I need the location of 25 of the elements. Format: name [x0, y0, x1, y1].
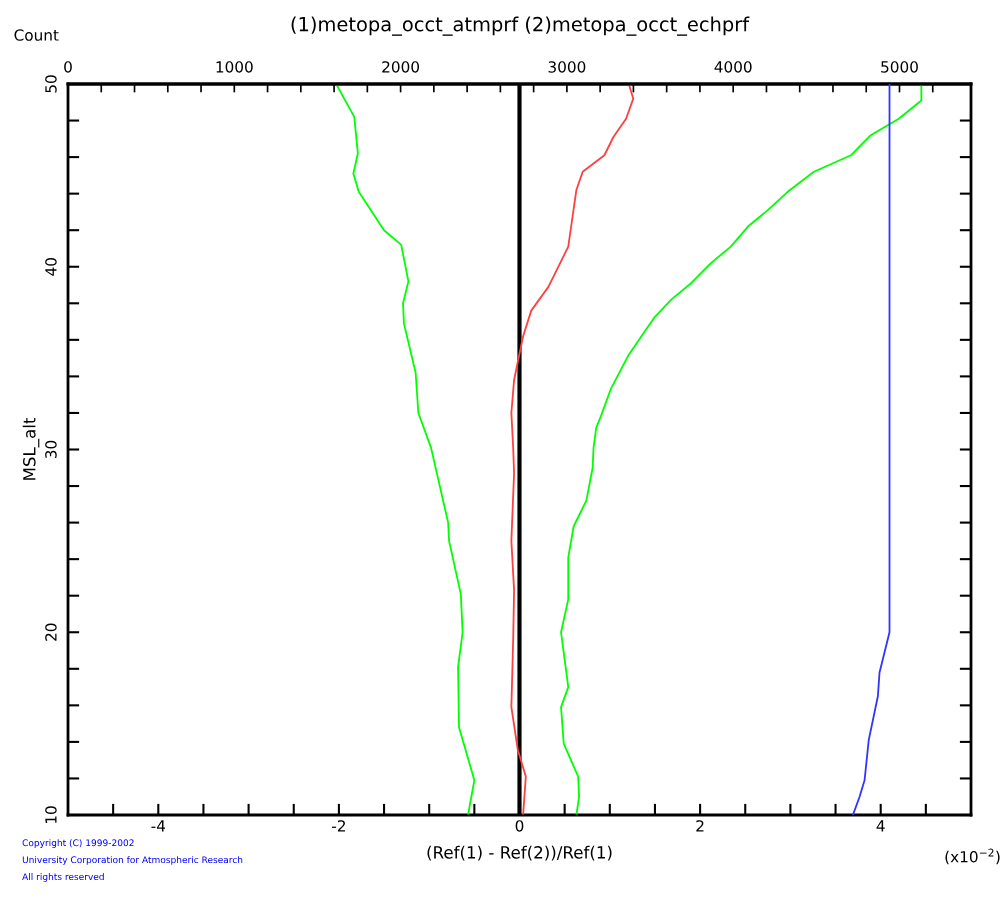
y-tick-label: 50 [45, 75, 57, 93]
x2-tick-label: 1000 [216, 61, 253, 73]
x-tick-label: -4 [151, 820, 166, 832]
x-tick-label: -2 [332, 820, 345, 832]
x2-tick-label: 2000 [382, 61, 420, 73]
text: Copyright (C) 1999-2002 University Corporation for Atmospheric Research All rights reserved [22, 839, 243, 882]
x-tick-label: 0 [515, 820, 524, 832]
y-tick-label: 10 [45, 806, 57, 824]
x-tick-label: 2 [696, 820, 704, 832]
x2-tick-label: 0 [64, 61, 72, 73]
chart-title: (1)metopa_occt_atmprf (2)metopa_occt_echprf [291, 16, 750, 36]
line-series [335, 84, 476, 815]
x-axis-title: (Ref(1) - Ref(2))/Ref(1) [427, 845, 612, 861]
x2-tick-label: 3000 [548, 61, 586, 73]
x2-tick-label: 5000 [881, 61, 918, 73]
x2-axis-title: Count [14, 29, 59, 41]
y-tick-label: 30 [45, 440, 57, 459]
text: (x10$^{−2}$) [945, 848, 1000, 865]
x2-tick-label: 4000 [714, 61, 752, 73]
y-tick-label: 20 [45, 623, 57, 641]
y-tick-label: 40 [45, 258, 57, 276]
line-series [560, 84, 923, 815]
y-axis-title: MSL_alt [22, 417, 40, 480]
x-tick-label: 4 [876, 820, 885, 832]
line-series [510, 84, 635, 815]
